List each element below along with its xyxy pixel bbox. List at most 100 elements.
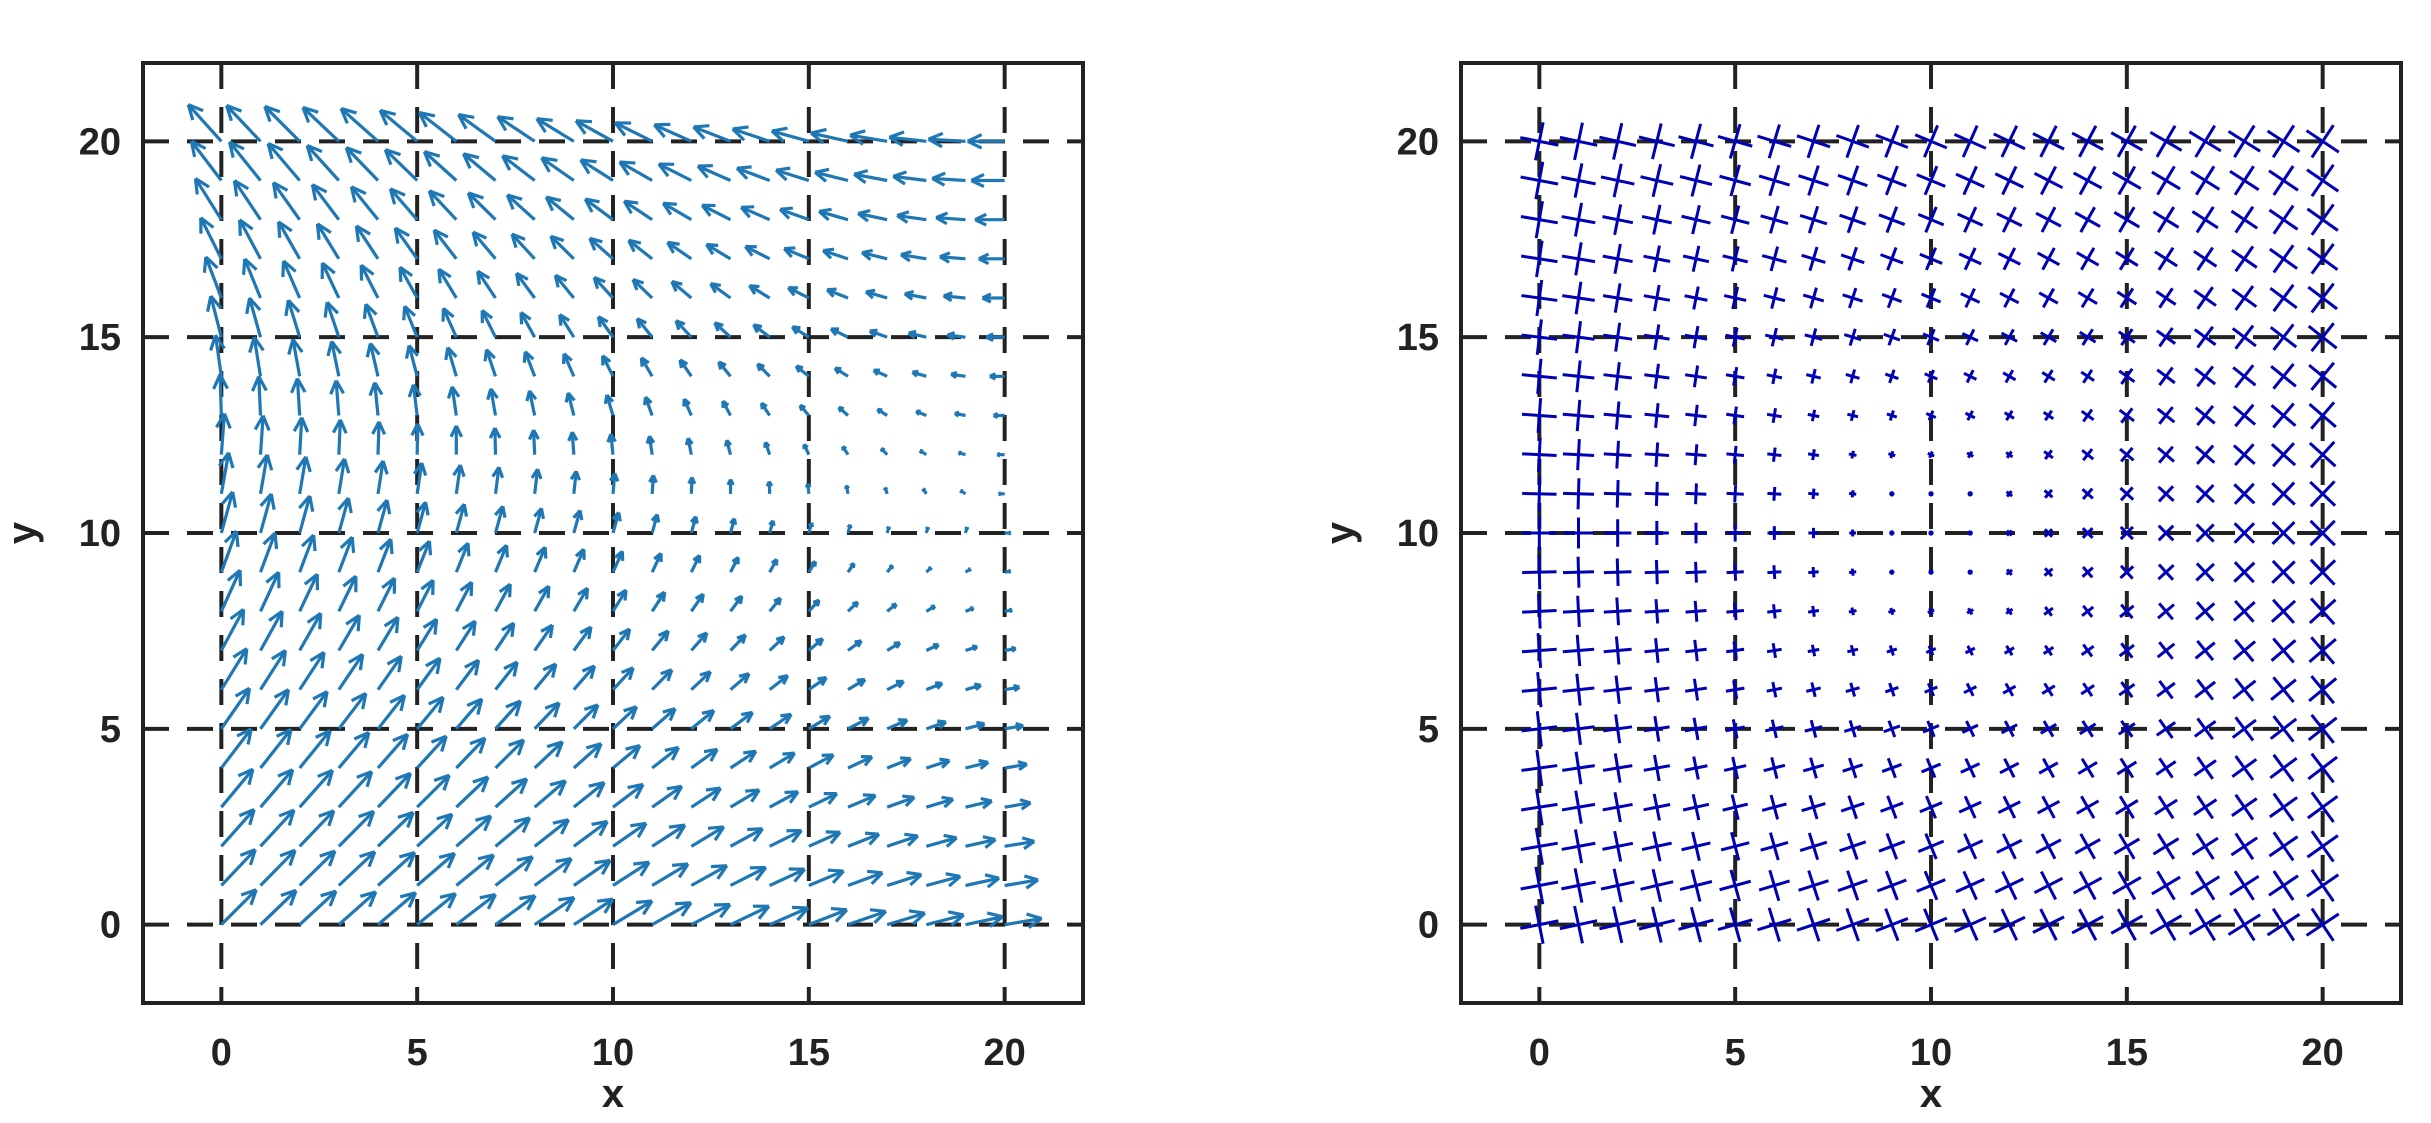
cross-glyph [2081,565,2094,579]
arrow [376,891,418,926]
cross-glyph [2308,361,2338,391]
cross-glyph [1798,165,1829,196]
cross-glyph [2081,448,2095,462]
cross-glyph [1843,719,1862,738]
arrow [337,652,365,691]
cross-glyph [1960,757,1981,779]
arrow [533,507,545,534]
arrow [432,228,458,260]
arrow [444,346,458,377]
cross-glyph [2231,755,2258,781]
arrow [533,584,551,613]
cross-glyph [1999,287,2020,309]
cross-glyph [2156,406,2176,425]
arrow [886,794,916,809]
arrow [494,621,516,652]
arrow [847,908,887,927]
arrow [533,662,558,691]
cross-glyph [2231,793,2258,821]
cross-glyph [1725,680,1745,700]
arrow [847,869,884,888]
cross-glyph [1807,449,1820,461]
cross-glyph [1764,327,1784,347]
arrow [818,207,849,222]
arrow [886,602,898,613]
arrow [259,531,279,573]
cross-glyph [2000,720,2018,738]
arrow [682,397,693,417]
arrow [349,185,380,221]
arrow [705,242,732,261]
cross-glyph [1808,488,1819,500]
arrow [981,292,1005,304]
arrow [687,476,697,494]
cross-glyph [1638,123,1676,160]
arrow [648,474,658,494]
arrow [263,104,301,143]
cross-glyph [2194,639,2216,662]
arrow [404,344,420,377]
arrow [729,827,764,848]
arrow [957,450,966,457]
arrow [657,162,693,182]
arrow [888,130,927,147]
arrow [959,488,967,496]
cross-glyph [1521,437,1557,473]
arrow [298,809,336,848]
cross-glyph [2266,124,2301,159]
arrow [690,902,732,927]
arrow [965,835,997,849]
arrow [650,552,663,573]
cross-glyph [2307,282,2338,314]
axes-frame [1459,61,2403,1005]
cross-glyph [1726,563,1744,581]
cross-glyph [2305,907,2340,942]
x-tick-label: 0 [1529,1032,1550,1074]
arrow [567,431,579,455]
arrow [613,121,653,143]
cross-glyph [1955,165,1985,196]
arrow [533,895,576,926]
cross-glyph [1599,906,1637,944]
arrow [454,580,474,613]
cross-glyph [1757,124,1792,159]
arrow [514,271,536,299]
cross-glyph [1726,485,1744,503]
cross-glyph [2155,718,2177,739]
arrow [783,246,810,261]
cross-glyph [1914,908,1948,942]
cross-glyph [2005,529,2013,537]
arrow [846,600,860,613]
arrow [416,892,458,926]
arrow [885,564,895,574]
cross-glyph [1521,358,1557,394]
arrow [253,414,271,455]
arrow [376,771,413,809]
cross-glyph [1641,204,1672,235]
cross-glyph [1603,480,1632,508]
arrow [376,693,407,730]
cross-glyph [1799,205,1828,234]
cross-glyph [1808,566,1819,578]
arrow [847,716,870,731]
cross-glyph [1796,907,1831,942]
arrow [455,853,496,887]
cross-glyph [1521,749,1558,787]
cross-glyph [1967,490,1974,497]
arrow [354,224,380,260]
cross-glyph [1722,794,1749,821]
cross-glyph [1562,712,1595,746]
arrow [494,582,512,613]
arrow [825,287,849,300]
arrow [220,767,255,809]
cross-glyph [1880,795,1904,819]
arrow [376,810,415,848]
cross-glyph [1640,868,1674,903]
arrow [763,441,772,456]
arrow [259,768,295,809]
cross-glyph [2269,244,2298,274]
arrow [611,744,642,770]
cross-glyph [1848,607,1857,616]
cross-glyph [1964,410,1976,421]
cross-glyph [1953,124,1987,158]
